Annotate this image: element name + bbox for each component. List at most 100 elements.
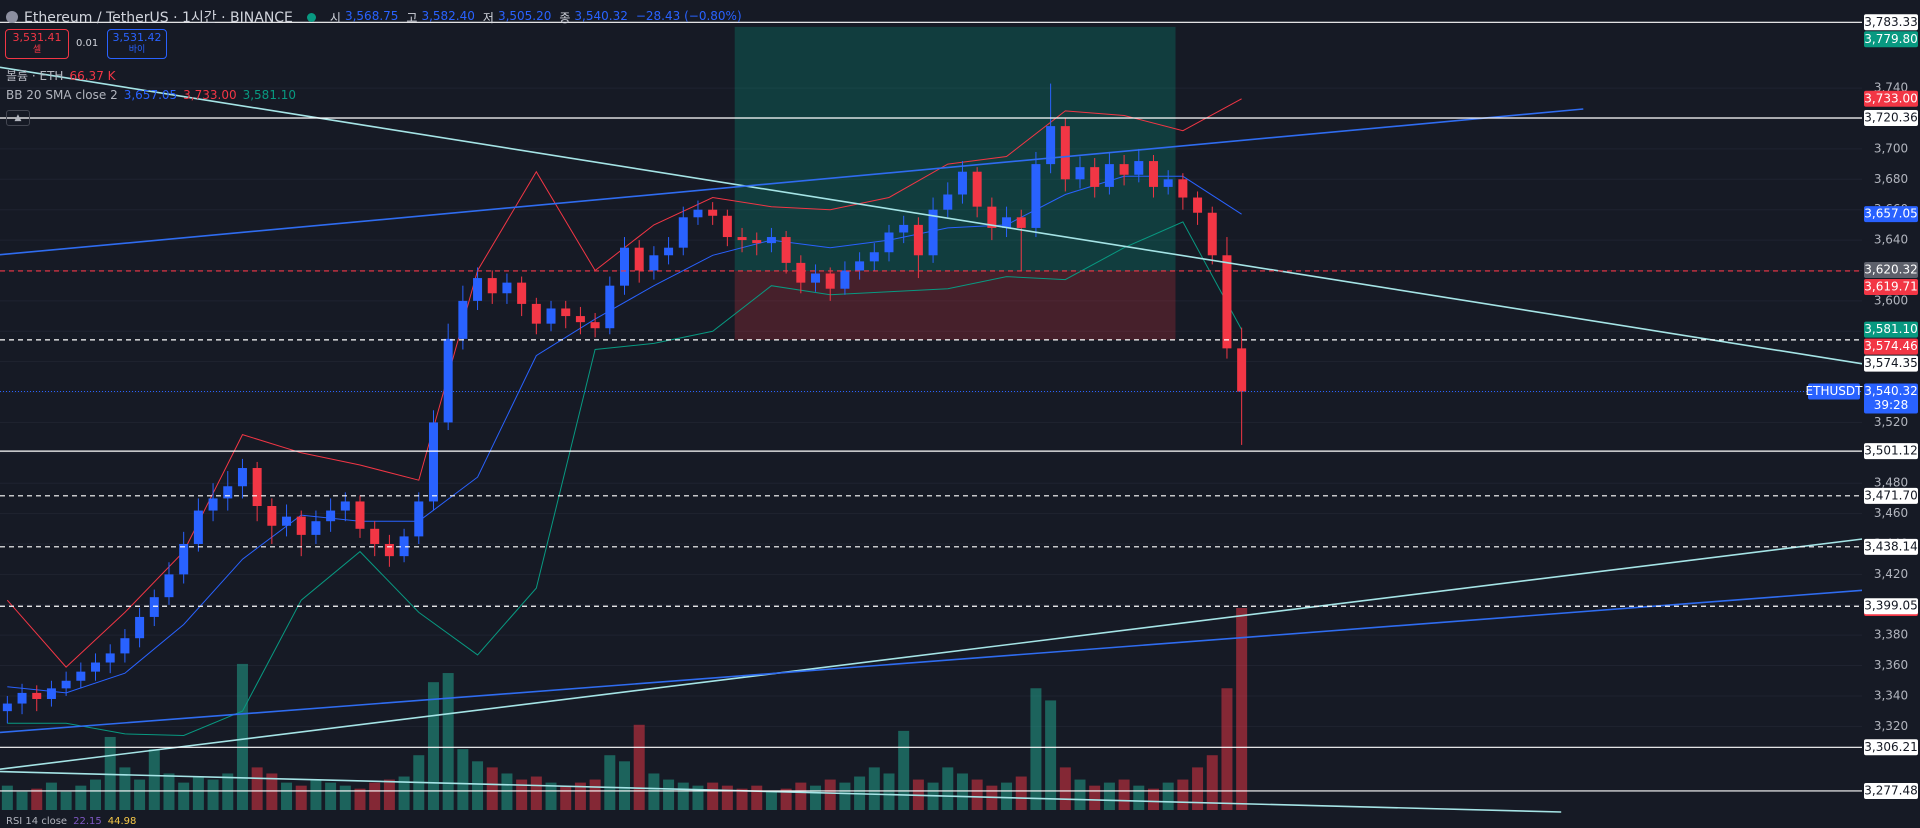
volume-bar xyxy=(663,779,675,810)
bb-lower xyxy=(7,221,1243,737)
candle-body xyxy=(76,671,86,681)
candle-body xyxy=(46,688,56,699)
symbol-tag: ETHUSDT xyxy=(1806,384,1864,398)
symbol-tag-box xyxy=(1808,383,1860,400)
candle-body xyxy=(414,501,424,537)
candle-body xyxy=(149,597,159,617)
price-tag-box xyxy=(1864,206,1918,223)
bb-legend[interactable]: BB 20 SMA close 2 3,657.05 3,733.00 3,581.1… xyxy=(6,88,296,102)
rsi-legend[interactable]: RSI 14 close 22.15 44.98 xyxy=(6,816,136,827)
trendline xyxy=(0,770,1562,813)
volume-bar xyxy=(765,791,777,810)
price-tag: 3,501.12 xyxy=(1864,444,1917,458)
volume-bar xyxy=(339,785,351,810)
price-tag: 3,471.70 xyxy=(1864,488,1917,502)
volume-bar xyxy=(589,779,601,810)
candle-body xyxy=(1090,167,1100,187)
volume-bar xyxy=(134,779,146,810)
ohlc-value: 3,582.40 xyxy=(421,8,475,23)
volume-bar xyxy=(751,785,763,810)
volume-bar xyxy=(560,785,572,810)
candle-body xyxy=(443,338,453,423)
candle-body xyxy=(590,322,600,329)
volume-bar xyxy=(1074,779,1086,810)
price-tag: 3,277.48 xyxy=(1864,783,1917,797)
price-tag: 3,733.00 xyxy=(1864,91,1917,105)
rsi-name: RSI 14 close xyxy=(6,816,68,827)
candle-body xyxy=(120,638,130,654)
bb-name: BB 20 SMA close 2 xyxy=(6,88,118,102)
candle-body xyxy=(855,261,865,271)
volume-bar xyxy=(574,782,586,810)
candle-body xyxy=(957,171,967,195)
price-tag-box xyxy=(1864,739,1918,756)
volume-bar xyxy=(810,785,822,810)
volume-bar xyxy=(545,782,557,810)
y-tick-label: 3,600 xyxy=(1874,293,1908,307)
spread: 0.01 xyxy=(76,38,99,49)
candle-body xyxy=(693,209,703,218)
volume-bar xyxy=(148,749,160,810)
volume-bar xyxy=(1030,688,1042,810)
price-tag: 3,783.33 xyxy=(1864,15,1917,29)
y-tick-label: 3,380 xyxy=(1874,628,1908,642)
candle-body xyxy=(987,206,997,228)
candle-body xyxy=(899,224,909,233)
bb-value: 3,733.00 xyxy=(183,88,237,102)
volume-bar xyxy=(75,785,87,810)
volume-bar xyxy=(707,782,719,810)
candle-body xyxy=(840,270,850,289)
candle-body xyxy=(972,171,982,207)
volume-bar xyxy=(677,782,689,810)
trendline xyxy=(0,538,1863,770)
rsi-value: 22.15 xyxy=(73,816,102,827)
symbol-title[interactable]: Ethereum / TetherUS · 1시간 · BINANCE xyxy=(24,10,293,26)
volume-bar xyxy=(883,773,895,810)
buy-button[interactable]: 3,531.42 바이 xyxy=(107,29,167,59)
candle-body xyxy=(1104,164,1114,187)
volume-bar xyxy=(369,782,381,810)
sell-price: 3,531.41 xyxy=(12,31,62,44)
candle-body xyxy=(105,653,115,663)
trendline xyxy=(0,66,1863,365)
candle-body xyxy=(2,703,12,712)
trendline xyxy=(0,589,1863,734)
bb-value: 3,581.10 xyxy=(242,88,297,102)
y-tick-label: 3,320 xyxy=(1874,719,1908,733)
candle-body xyxy=(237,468,247,487)
countdown: 39:28 xyxy=(1874,398,1909,412)
volume-bar xyxy=(1103,782,1115,810)
candle-body xyxy=(164,574,174,598)
candles-layer xyxy=(2,83,1247,724)
volume-bar xyxy=(795,782,807,810)
candle-body xyxy=(1222,255,1232,349)
volume-bar xyxy=(31,788,43,810)
candle-body xyxy=(282,516,292,526)
volume-name: 볼륨 · ETH xyxy=(6,69,64,83)
volume-bar xyxy=(457,749,469,810)
candle-body xyxy=(722,215,732,238)
buy-label: 바이 xyxy=(128,45,146,55)
candle-body xyxy=(296,516,306,535)
candle-body xyxy=(708,209,718,216)
symbol-icon[interactable] xyxy=(6,11,18,23)
volume-bar xyxy=(1015,776,1027,810)
sell-button[interactable]: 3,531.41 셀 xyxy=(5,29,69,59)
price-tag-box xyxy=(1864,31,1918,48)
volume-bar xyxy=(1089,785,1101,810)
volume-bar xyxy=(119,767,131,810)
candle-body xyxy=(1119,164,1129,175)
bb-value: 3,657.05 xyxy=(123,88,178,102)
volume-bar xyxy=(1221,688,1233,810)
candle-body xyxy=(561,308,571,317)
candle-body xyxy=(1207,212,1217,256)
candle-body xyxy=(135,616,145,639)
volume-legend[interactable]: 볼륨 · ETH 66.37 K xyxy=(6,67,116,84)
candle-body xyxy=(223,486,233,499)
candle-body xyxy=(1031,164,1041,228)
candle-body xyxy=(1046,126,1056,165)
volume-bar xyxy=(207,779,219,810)
collapse-button[interactable]: ▲ xyxy=(6,110,30,126)
ohlc: 시 3,568.75 고 3,582.40 저 3,505.20 종 3,540.32 … xyxy=(330,9,746,26)
